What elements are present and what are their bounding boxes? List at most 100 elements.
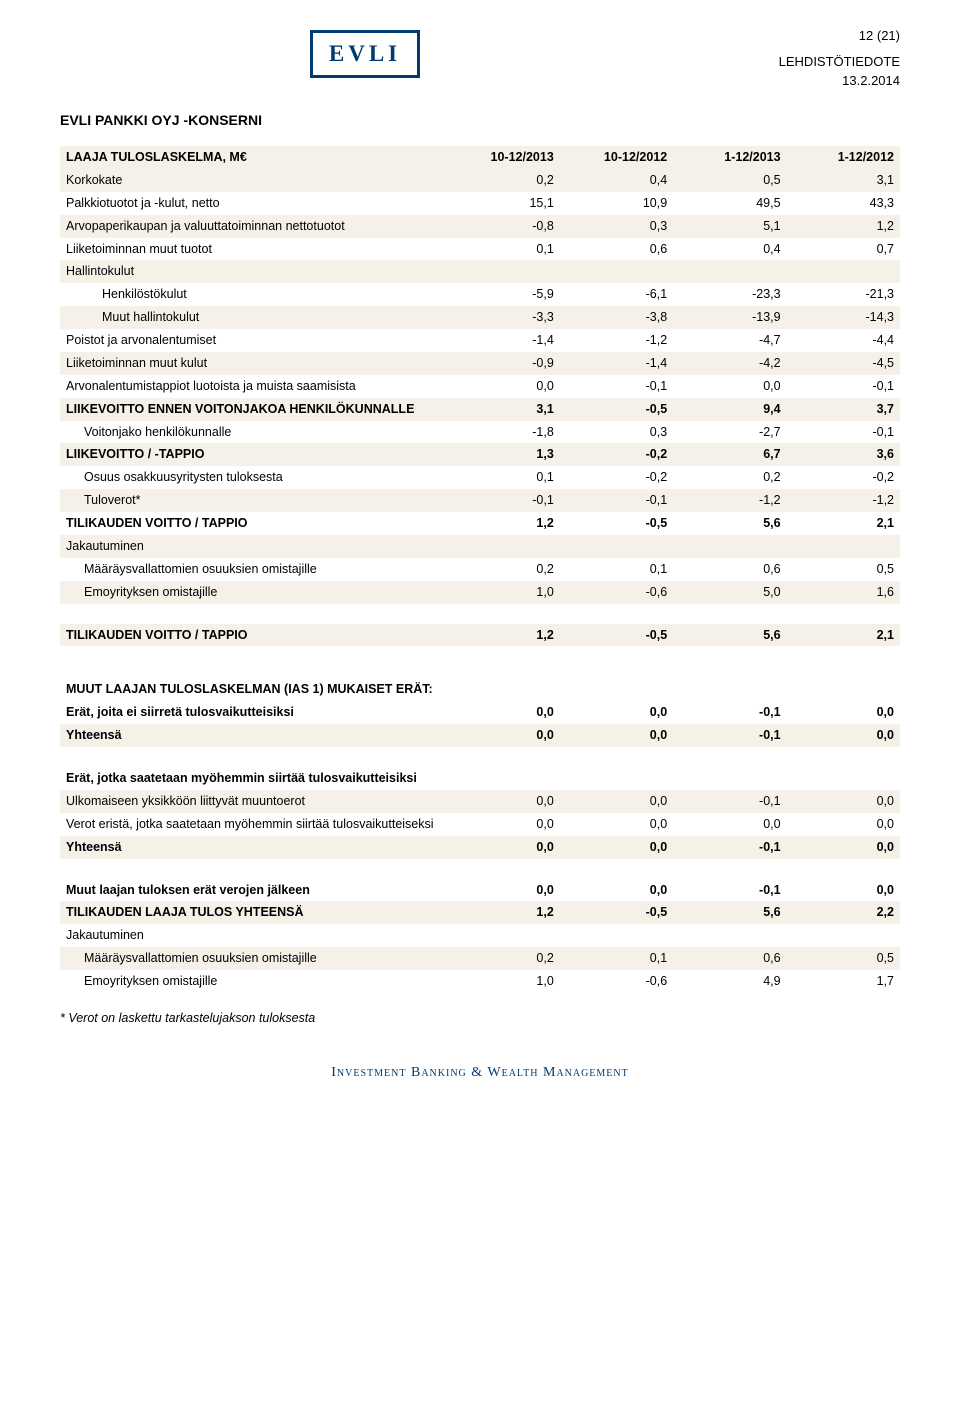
row-label: Verot eristä, jotka saatetaan myöhemmin … (60, 813, 446, 836)
cell-value: 4,9 (673, 970, 786, 993)
income-statement-table: LAAJA TULOSLASKELMA, M€ 10-12/2013 10-12… (60, 146, 900, 993)
cell-value: -0,6 (560, 970, 673, 993)
cell-value: 0,3 (560, 215, 673, 238)
table-row: TILIKAUDEN VOITTO / TAPPIO1,2-0,55,62,1 (60, 512, 900, 535)
cell-value: 0,7 (787, 238, 900, 261)
cell-value: -0,1 (673, 701, 786, 724)
table-row: Osuus osakkuusyritysten tuloksesta0,1-0,… (60, 466, 900, 489)
row-label: Jakautuminen (60, 535, 446, 558)
cell-value: -0,5 (560, 398, 673, 421)
table-row: Liiketoiminnan muut kulut-0,9-1,4-4,2-4,… (60, 352, 900, 375)
cell-value (673, 535, 786, 558)
cell-value: -0,1 (446, 489, 559, 512)
cell-value: 0,0 (446, 813, 559, 836)
table-row: LIIKEVOITTO ENNEN VOITONJAKOA HENKILÖKUN… (60, 398, 900, 421)
cell-value: 5,1 (673, 215, 786, 238)
cell-value: 6,7 (673, 443, 786, 466)
col-period-1: 10-12/2013 (446, 146, 559, 169)
cell-value: 1,7 (787, 970, 900, 993)
table-row: Voitonjako henkilökunnalle-1,80,3-2,7-0,… (60, 421, 900, 444)
table-row: Jakautuminen (60, 535, 900, 558)
cell-value: -0,2 (560, 466, 673, 489)
cell-value: -1,2 (560, 329, 673, 352)
cell-value: -0,2 (560, 443, 673, 466)
row-label: Hallintokulut (60, 260, 446, 283)
cell-value: 2,1 (787, 512, 900, 535)
cell-value (560, 924, 673, 947)
table-row: Poistot ja arvonalentumiset-1,4-1,2-4,7-… (60, 329, 900, 352)
cell-value: 0,0 (787, 813, 900, 836)
oci-title-row: MUUT LAAJAN TULOSLASKELMAN (IAS 1) MUKAI… (60, 678, 900, 701)
cell-value (787, 260, 900, 283)
cell-value: 1,2 (787, 215, 900, 238)
row-label: Jakautuminen (60, 924, 446, 947)
cell-value: -0,1 (560, 489, 673, 512)
row-label: Voitonjako henkilökunnalle (60, 421, 446, 444)
table-row: Palkkiotuotot ja -kulut, netto15,110,949… (60, 192, 900, 215)
cell-value: 0,0 (560, 701, 673, 724)
cell-value: -0,2 (787, 466, 900, 489)
table-row: Jakautuminen (60, 924, 900, 947)
cell-value: -0,6 (560, 581, 673, 604)
cell-value: 3,1 (446, 398, 559, 421)
cell-value: 5,6 (673, 512, 786, 535)
cell-value: 0,0 (673, 813, 786, 836)
cell-value (446, 535, 559, 558)
cell-value: 0,0 (560, 879, 673, 902)
col-period-4: 1-12/2012 (787, 146, 900, 169)
cell-value: 0,0 (446, 879, 559, 902)
cell-value: 0,0 (787, 790, 900, 813)
cell-value: 0,0 (787, 836, 900, 859)
cell-value: -4,4 (787, 329, 900, 352)
row-label: LIIKEVOITTO ENNEN VOITONJAKOA HENKILÖKUN… (60, 398, 446, 421)
row-label: Määräysvallattomien osuuksien omistajill… (60, 558, 446, 581)
cell-value: -0,1 (787, 421, 900, 444)
doc-date: 13.2.2014 (60, 73, 900, 88)
cell-value: -0,1 (673, 879, 786, 902)
cell-value: 1,0 (446, 581, 559, 604)
col-period-2: 10-12/2012 (560, 146, 673, 169)
cell-value: -0,8 (446, 215, 559, 238)
cell-value: 0,2 (446, 169, 559, 192)
cell-value: -0,9 (446, 352, 559, 375)
cell-value: -0,5 (560, 624, 673, 647)
cell-value (560, 535, 673, 558)
cell-value: -14,3 (787, 306, 900, 329)
cell-value: 0,0 (446, 724, 559, 747)
cell-value: 3,1 (787, 169, 900, 192)
cell-value: 0,1 (560, 947, 673, 970)
cell-value: 0,0 (673, 375, 786, 398)
cell-value: 0,0 (446, 375, 559, 398)
cell-value (446, 260, 559, 283)
cell-value: 9,4 (673, 398, 786, 421)
cell-value: 0,6 (673, 947, 786, 970)
cell-value: 0,0 (560, 836, 673, 859)
table-row: Yhteensä0,00,0-0,10,0 (60, 724, 900, 747)
table-row: TILIKAUDEN LAAJA TULOS YHTEENSÄ1,2-0,55,… (60, 901, 900, 924)
cell-value: 0,0 (560, 790, 673, 813)
col-label: LAAJA TULOSLASKELMA, M€ (60, 146, 446, 169)
cell-value: 1,2 (446, 901, 559, 924)
table-row: Arvonalentumistappiot luotoista ja muist… (60, 375, 900, 398)
table-header-row: LAAJA TULOSLASKELMA, M€ 10-12/2013 10-12… (60, 146, 900, 169)
row-label: Palkkiotuotot ja -kulut, netto (60, 192, 446, 215)
row-label: Arvopaperikaupan ja valuuttatoiminnan ne… (60, 215, 446, 238)
cell-value: 0,0 (560, 724, 673, 747)
cell-value: 3,7 (787, 398, 900, 421)
cell-value: -0,5 (560, 901, 673, 924)
table-row: Tuloverot*-0,1-0,1-1,2-1,2 (60, 489, 900, 512)
cell-value: -0,1 (787, 375, 900, 398)
table-row: Arvopaperikaupan ja valuuttatoiminnan ne… (60, 215, 900, 238)
table-row: Verot eristä, jotka saatetaan myöhemmin … (60, 813, 900, 836)
table-row: Muut laajan tuloksen erät verojen jälkee… (60, 879, 900, 902)
row-label: Poistot ja arvonalentumiset (60, 329, 446, 352)
cell-value: 1,2 (446, 624, 559, 647)
row-label: Muut laajan tuloksen erät verojen jälkee… (60, 879, 446, 902)
cell-value (560, 260, 673, 283)
table-row: Muut hallintokulut-3,3-3,8-13,9-14,3 (60, 306, 900, 329)
row-label: Emoyrityksen omistajille (60, 581, 446, 604)
cell-value (787, 924, 900, 947)
cell-value: -0,5 (560, 512, 673, 535)
row-label: Erät, joita ei siirretä tulosvaikutteisi… (60, 701, 446, 724)
cell-value: -0,1 (673, 724, 786, 747)
